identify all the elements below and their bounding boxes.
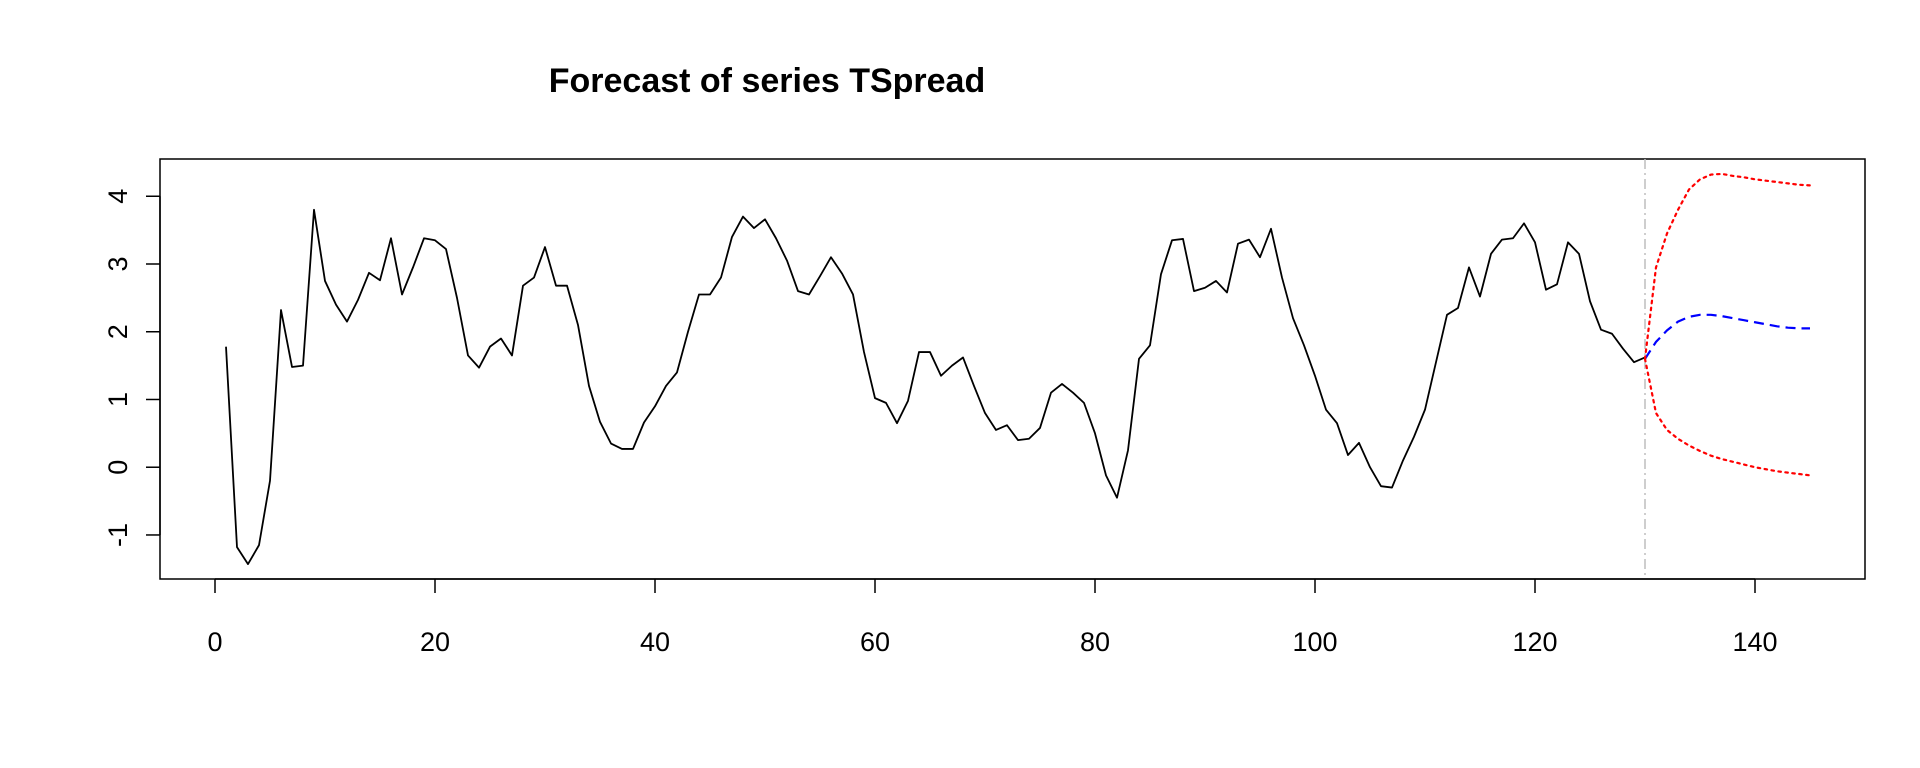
- x-tick-label: 60: [860, 627, 890, 657]
- x-tick-label: 0: [207, 627, 222, 657]
- y-tick-label: 1: [103, 392, 133, 407]
- y-tick-label: 4: [103, 189, 133, 204]
- y-tick-label: -1: [103, 523, 133, 547]
- x-tick-label: 100: [1292, 627, 1337, 657]
- observed-series-line: [225, 208, 1646, 565]
- y-tick-label: 0: [103, 460, 133, 475]
- plot-area: [225, 159, 1812, 579]
- x-tick-label: 120: [1512, 627, 1557, 657]
- forecast-upper-bound-line: [1643, 172, 1812, 360]
- y-tick-label: 3: [103, 256, 133, 271]
- y-tick-label: 2: [103, 324, 133, 339]
- forecast-lower-bound-line: [1643, 357, 1812, 477]
- forecast-mean-line: [1644, 313, 1810, 360]
- x-axis: 0 20 40 60 80 100 120 140: [207, 578, 1778, 657]
- x-tick-label: 40: [640, 627, 670, 657]
- plot-frame: [159, 158, 1866, 580]
- x-tick-label: 80: [1080, 627, 1110, 657]
- x-tick-label: 140: [1732, 627, 1777, 657]
- y-axis: -1 0 1 2 3 4: [103, 189, 161, 547]
- chart-title: Forecast of series TSpread: [549, 62, 986, 100]
- x-tick-label: 20: [420, 627, 450, 657]
